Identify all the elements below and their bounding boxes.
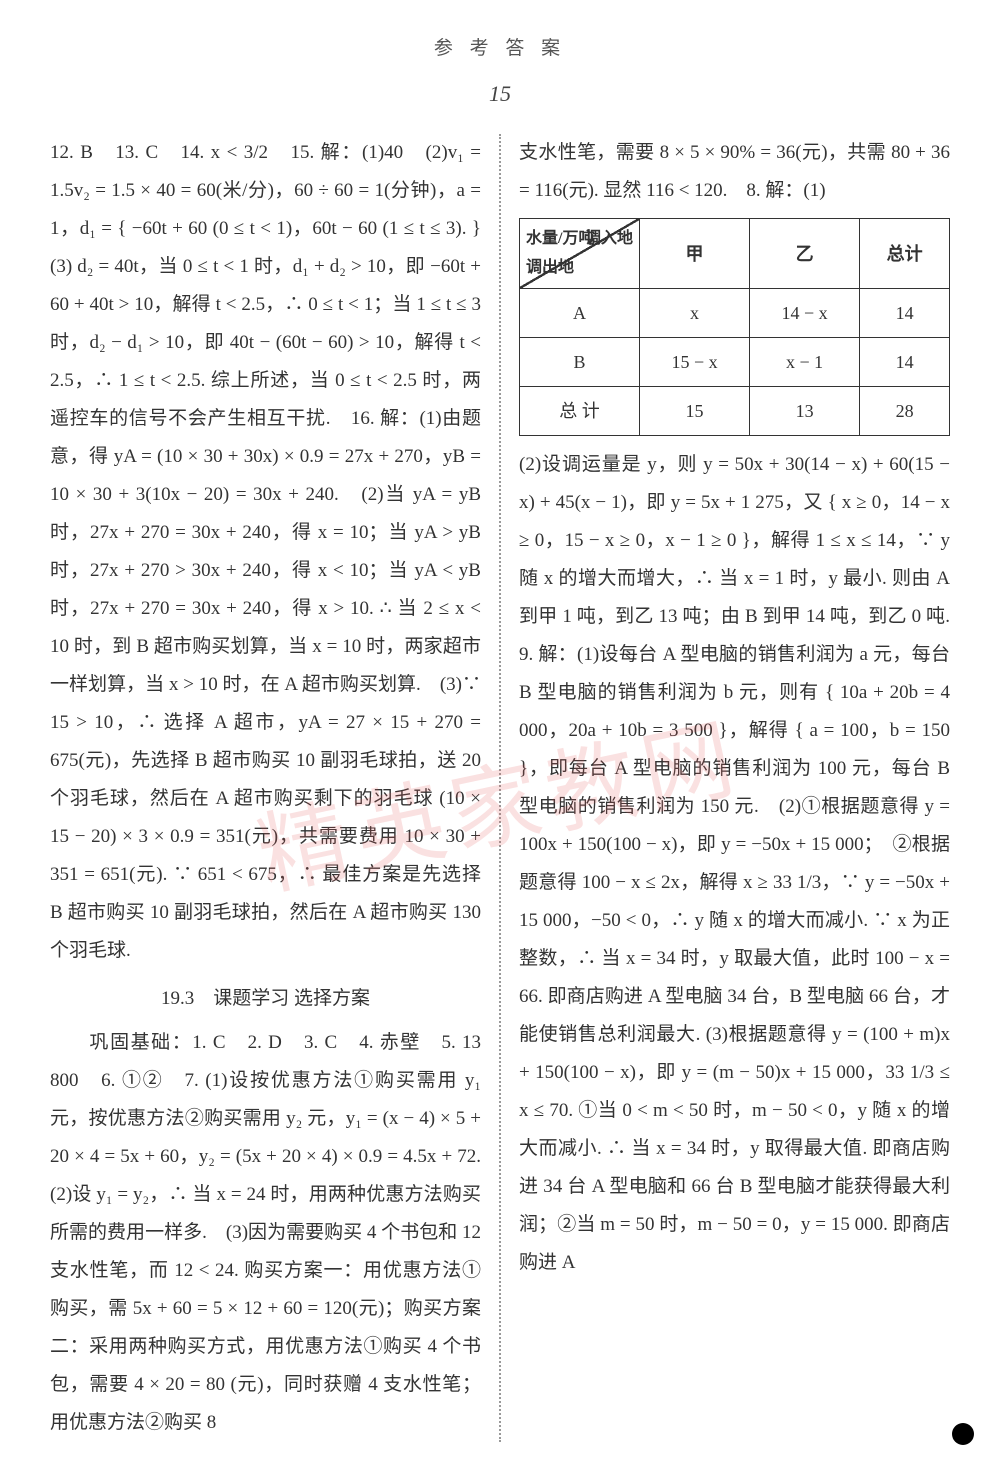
- table-col-1: 乙: [750, 219, 860, 289]
- section-title: 19.3 课题学习 选择方案: [50, 980, 481, 1018]
- table-row: B 15 − x x − 1 14: [520, 338, 950, 387]
- water-unit-label: 水量/万吨: [526, 223, 594, 255]
- page-corner-dot-icon: [952, 1423, 974, 1445]
- cell: 14: [860, 289, 950, 338]
- cell: 28: [860, 387, 950, 436]
- row-label: A: [520, 289, 640, 338]
- table-col-0: 甲: [640, 219, 750, 289]
- table-header-row: 调入地 调出地 水量/万吨 甲 乙 总计: [520, 219, 950, 289]
- diag-bot-label: 调出地: [526, 252, 574, 284]
- cell: x − 1: [750, 338, 860, 387]
- cell: 14: [860, 338, 950, 387]
- left-paragraph-1: 12. B 13. C 14. x < 3/2 15. 解：(1)40 (2)v…: [50, 134, 481, 970]
- right-column: 支水性笔，需要 8 × 5 × 90% = 36(元)，共需 80 + 36 =…: [519, 134, 950, 1442]
- cell: 15 − x: [640, 338, 750, 387]
- left-column: 12. B 13. C 14. x < 3/2 15. 解：(1)40 (2)v…: [50, 134, 481, 1442]
- page-number: 15: [50, 72, 950, 116]
- page-header: 参 考 答 案: [50, 30, 950, 68]
- row-label: B: [520, 338, 640, 387]
- cell: 15: [640, 387, 750, 436]
- left-paragraph-2-text: 巩固基础：1. C 2. D 3. C 4. 赤壁 5. 13 800 6. ①…: [50, 1032, 500, 1433]
- transfer-table: 调入地 调出地 水量/万吨 甲 乙 总计 A x 14 − x 14 B 15 …: [519, 218, 950, 436]
- left-paragraph-2: 巩固基础：1. C 2. D 3. C 4. 赤壁 5. 13 800 6. ①…: [50, 1024, 481, 1442]
- column-divider: [499, 134, 501, 1442]
- table-col-2: 总计: [860, 219, 950, 289]
- cell: 14 − x: [750, 289, 860, 338]
- table-row: 总 计 15 13 28: [520, 387, 950, 436]
- right-paragraph-1: 支水性笔，需要 8 × 5 × 90% = 36(元)，共需 80 + 36 =…: [519, 134, 950, 210]
- two-column-layout: 12. B 13. C 14. x < 3/2 15. 解：(1)40 (2)v…: [50, 134, 950, 1442]
- cell: x: [640, 289, 750, 338]
- table-diag-header: 调入地 调出地 水量/万吨: [520, 219, 640, 289]
- table-row: A x 14 − x 14: [520, 289, 950, 338]
- cell: 13: [750, 387, 860, 436]
- right-paragraph-2: (2)设调运量是 y，则 y = 50x + 30(14 − x) + 60(1…: [519, 446, 950, 1282]
- row-label: 总 计: [520, 387, 640, 436]
